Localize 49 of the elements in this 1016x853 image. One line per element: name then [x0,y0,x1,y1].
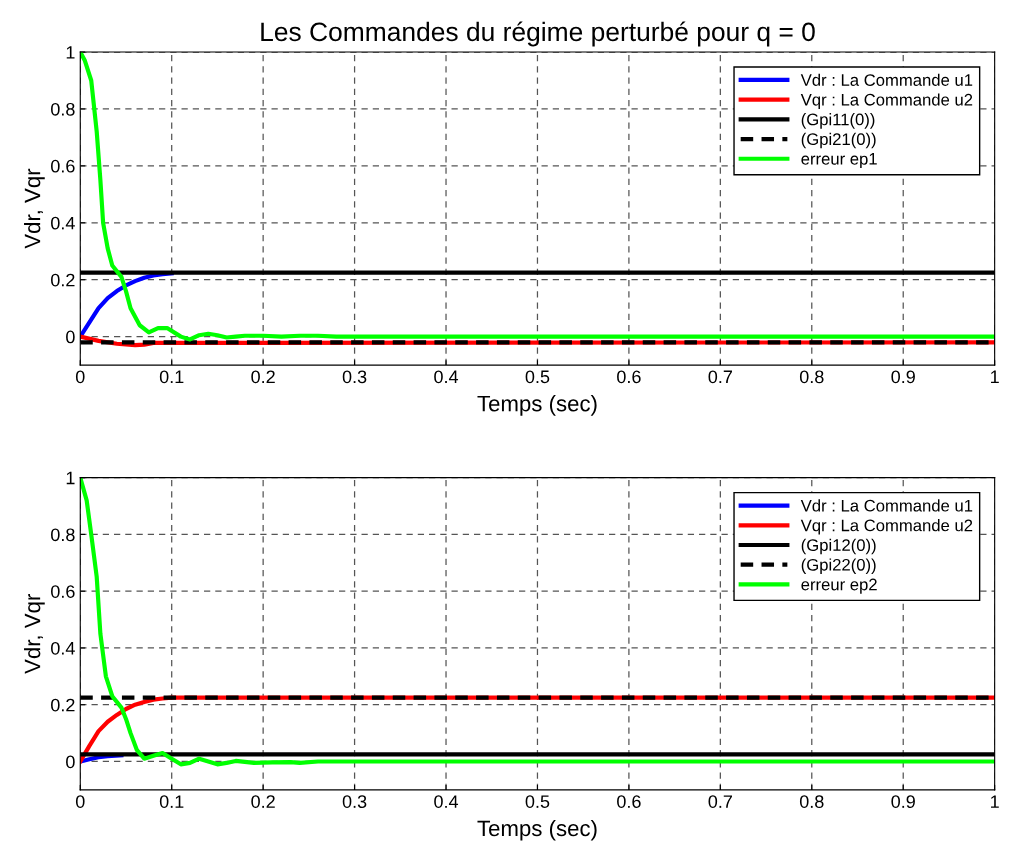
legend-label: erreur ep2 [801,578,877,594]
x-tick-label: 0 [75,370,85,384]
y-tick-label: 1 [66,46,75,59]
y-tick-label: 0.2 [51,698,75,712]
x-tick-label: 0.8 [799,795,824,808]
legend-label: erreur ep1 [801,153,877,169]
legend-label: Vqr : La Commande u2 [800,519,973,535]
x-tick-label: 0.5 [525,795,550,808]
x-tick-label: 0.2 [251,370,275,384]
legend-label: (Gpi11(0)) [801,113,875,129]
x-tick-label: 0.4 [434,795,459,808]
legend-label: Vqr : La Commande u2 [800,93,973,109]
x-tick-label: 0.2 [251,795,275,808]
legend-label: Vdr : La Commande u1 [800,73,973,86]
x-axis-title: Temps (sec) [477,819,597,841]
y-axis-title: Vdr, Vqr [24,168,45,249]
x-tick-label: 0.5 [525,370,550,384]
x-tick-label: 0.8 [799,370,824,384]
x-tick-label: 0.6 [617,370,641,384]
chart-title: Les Commandes du régime perturbé pour q = 0 [261,21,815,47]
legend-label: (Gpi22(0)) [801,558,876,574]
x-tick-label: 0.3 [342,795,367,808]
legend-label: Vdr : La Commande u1 [800,499,973,512]
legend-label: (Gpi12(0)) [801,538,876,555]
y-tick-label: 0.4 [51,216,75,230]
x-tick-label: 0 [75,795,85,808]
x-tick-label: 0.9 [891,370,915,384]
x-tick-label: 0.7 [708,795,732,808]
x-axis-title: Temps (sec) [477,395,597,416]
x-tick-label: 0.4 [434,370,459,384]
x-tick-label: 0.7 [708,370,732,384]
y-tick-label: 0.8 [51,102,75,116]
x-tick-label: 0.1 [159,370,184,384]
x-tick-label: 0.1 [159,795,184,808]
x-tick-label: 1 [991,795,999,808]
y-tick-label: 0.6 [51,585,75,598]
y-tick-label: 0 [66,330,75,344]
y-tick-label: 0.2 [51,273,75,287]
x-tick-label: 0.6 [617,795,641,808]
y-tick-label: 0.6 [51,159,75,173]
y-tick-label: 0 [66,755,75,769]
y-tick-label: 0.4 [51,641,75,655]
y-tick-label: 0.8 [51,528,75,542]
legend-label: (Gpi21(0)) [801,132,876,149]
y-tick-label: 1 [66,471,75,485]
x-tick-label: 1 [991,370,999,384]
x-tick-label: 0.9 [891,795,915,808]
y-axis-title: Vdr, Vqr [24,594,45,674]
x-tick-label: 0.3 [342,370,367,384]
